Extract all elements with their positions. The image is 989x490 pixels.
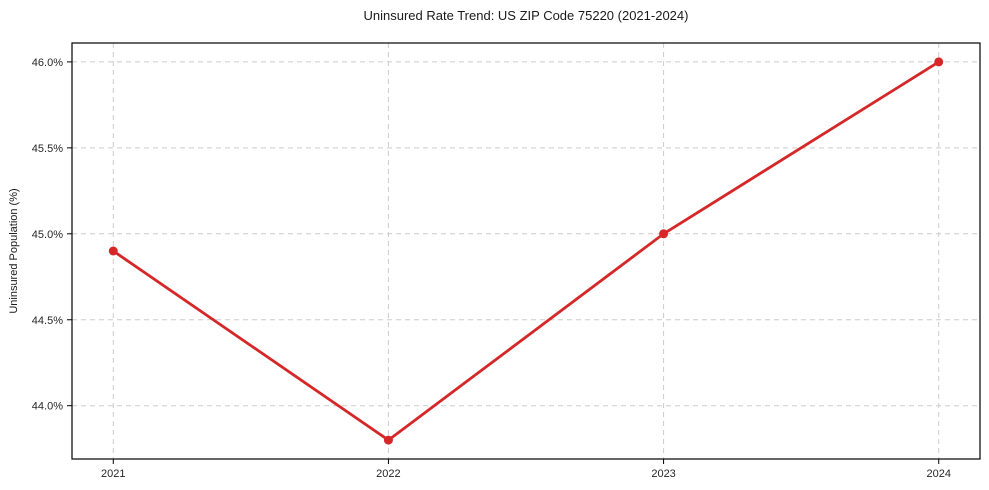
y-tick-label: 44.5% — [32, 315, 63, 327]
data-line — [111, 60, 941, 442]
data-point — [659, 229, 669, 239]
x-tick-label: 2021 — [101, 468, 125, 480]
y-tick-label: 45.0% — [32, 229, 63, 241]
data-point — [934, 57, 944, 67]
data-point — [383, 435, 393, 445]
y-tick-label: 46.0% — [32, 57, 63, 69]
plot-border — [71, 42, 981, 460]
y-tick-label: 45.5% — [32, 143, 63, 155]
x-tick-label: 2023 — [651, 468, 675, 480]
y-tick-label: 44.0% — [32, 401, 63, 413]
y-axis-label: Uninsured Population (%) — [8, 188, 20, 314]
x-tick-label: 2024 — [926, 468, 950, 480]
chart-title: Uninsured Rate Trend: US ZIP Code 75220 … — [363, 8, 689, 23]
x-tick-label: 2022 — [376, 468, 400, 480]
data-point — [108, 246, 118, 256]
